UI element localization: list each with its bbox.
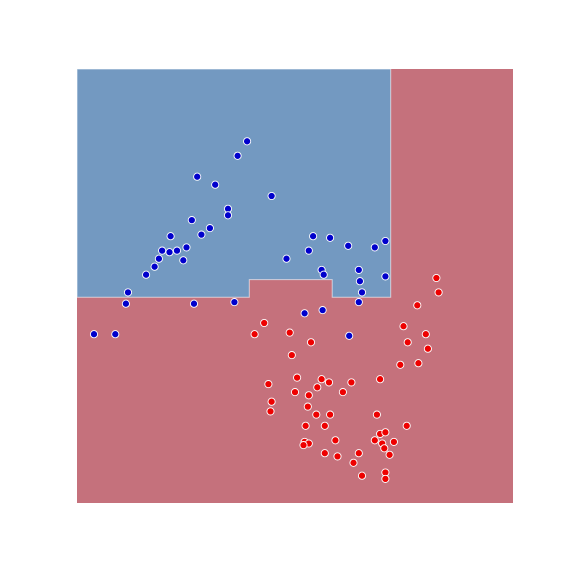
point-class-0: [282, 254, 291, 263]
point-class-0: [158, 246, 167, 255]
point-class-0: [197, 230, 206, 239]
point-class-1: [260, 318, 269, 328]
point-class-1: [304, 391, 313, 400]
region-class-0: [76, 68, 392, 298]
point-class-0: [193, 172, 202, 181]
point-class-1: [267, 397, 276, 406]
point-class-0: [89, 330, 99, 339]
point-class-0: [166, 232, 175, 241]
data-points: [89, 137, 443, 483]
point-class-0: [319, 270, 328, 279]
point-class-1: [347, 378, 356, 387]
point-class-0: [142, 270, 151, 279]
point-class-1: [331, 436, 340, 445]
point-class-0: [243, 137, 252, 146]
decision-regions: [76, 68, 392, 298]
point-class-0: [355, 277, 364, 286]
point-class-1: [285, 328, 294, 337]
point-class-0: [121, 299, 130, 308]
point-class-1: [381, 474, 390, 483]
point-class-1: [290, 388, 300, 397]
point-class-1: [306, 338, 316, 347]
point-class-1: [312, 410, 321, 419]
point-class-0: [354, 298, 363, 307]
point-class-1: [264, 380, 273, 389]
point-class-1: [333, 452, 342, 461]
point-class-0: [165, 248, 174, 257]
point-class-1: [320, 421, 329, 430]
point-class-0: [179, 256, 188, 265]
point-class-1: [266, 407, 275, 416]
point-class-0: [111, 330, 120, 339]
point-class-1: [357, 471, 367, 480]
point-class-0: [187, 216, 196, 225]
point-class-0: [381, 272, 390, 281]
point-class-0: [370, 243, 379, 252]
point-class-0: [205, 224, 214, 233]
point-class-1: [250, 330, 259, 339]
point-class-0: [326, 233, 335, 242]
point-class-1: [303, 402, 312, 411]
point-class-1: [354, 449, 363, 458]
point-class-0: [154, 254, 163, 263]
point-class-0: [304, 246, 313, 255]
point-class-1: [293, 373, 302, 382]
point-class-1: [313, 383, 322, 392]
point-class-0: [357, 288, 367, 297]
point-class-0: [309, 232, 318, 241]
point-class-0: [344, 241, 353, 250]
point-class-0: [211, 180, 220, 189]
point-class-1: [414, 359, 423, 368]
point-class-0: [300, 309, 309, 318]
point-class-1: [324, 378, 334, 387]
point-class-1: [287, 351, 296, 360]
point-class-1: [301, 421, 310, 430]
point-class-1: [423, 344, 432, 353]
point-class-1: [380, 444, 389, 453]
point-class-1: [338, 388, 347, 397]
point-class-0: [150, 262, 159, 271]
point-class-1: [389, 437, 398, 446]
point-class-1: [372, 410, 381, 419]
point-class-1: [299, 441, 308, 450]
point-class-1: [399, 322, 408, 331]
point-class-1: [317, 375, 326, 384]
point-class-0: [233, 151, 242, 160]
point-class-0: [354, 265, 363, 274]
point-class-1: [320, 449, 329, 458]
point-class-0: [230, 298, 239, 307]
point-class-0: [189, 299, 199, 308]
point-class-0: [123, 288, 133, 297]
point-class-1: [326, 410, 335, 419]
point-class-1: [376, 375, 385, 384]
point-class-0: [182, 243, 191, 252]
plot-area: [76, 68, 513, 503]
point-class-1: [403, 338, 412, 347]
point-class-1: [413, 301, 422, 310]
point-class-0: [223, 211, 233, 220]
point-class-1: [349, 458, 358, 467]
point-class-1: [434, 288, 443, 297]
point-class-1: [421, 330, 430, 339]
point-class-1: [381, 428, 390, 437]
point-class-0: [318, 306, 327, 315]
point-class-1: [370, 436, 379, 445]
point-class-0: [345, 331, 354, 340]
point-class-1: [432, 273, 441, 283]
point-class-0: [381, 236, 390, 246]
point-class-0: [267, 191, 276, 201]
point-class-1: [402, 421, 411, 430]
point-class-1: [396, 360, 405, 369]
point-class-1: [385, 450, 394, 459]
point-class-0: [172, 246, 182, 255]
